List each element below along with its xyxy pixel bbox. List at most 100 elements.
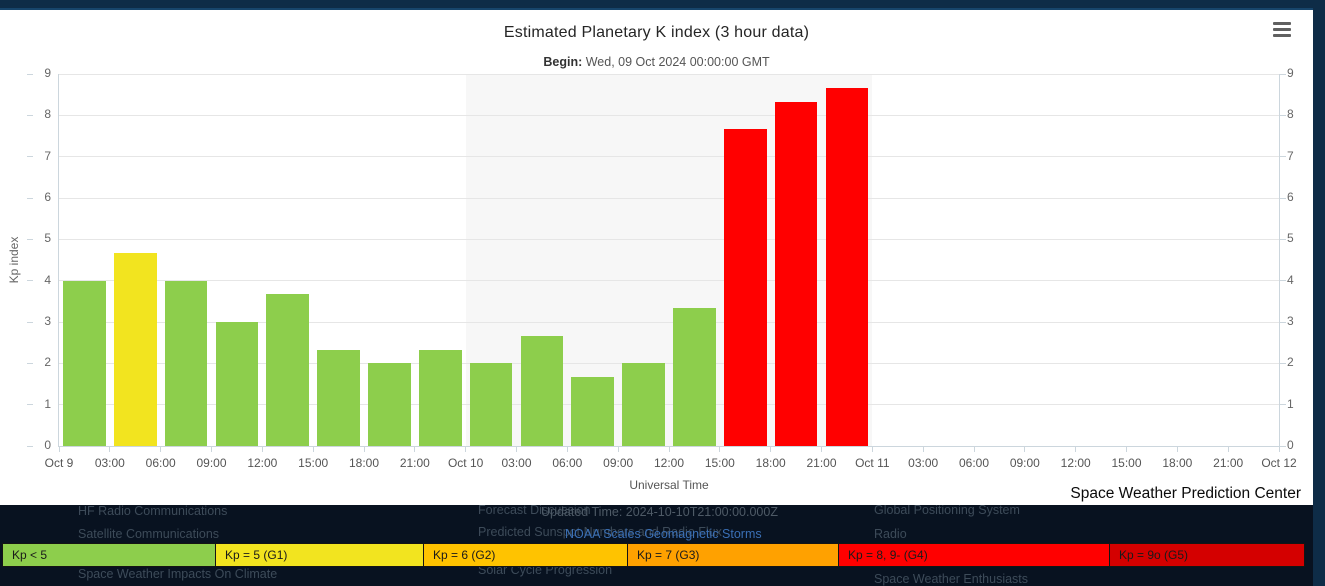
y-axis-tick-mark (1280, 321, 1286, 323)
horizontal-gridline (59, 238, 1279, 240)
kp-bar (571, 376, 615, 446)
x-axis-tick-label: 15:00 (1111, 456, 1142, 470)
x-axis-tick-mark (58, 446, 60, 452)
x-axis-tick-label: 03:00 (94, 456, 125, 470)
y-axis-tick-mark (1280, 197, 1286, 199)
legend-item: Kp = 6 (G2) (423, 543, 628, 567)
kp-bar (723, 128, 767, 446)
x-axis-tick-label: 15:00 (298, 456, 329, 470)
y-axis-tick-mark (27, 238, 33, 240)
horizontal-gridline (59, 156, 1279, 158)
x-axis-tick-label: Oct 10 (447, 456, 484, 470)
x-axis-tick-mark (1075, 446, 1077, 452)
horizontal-gridline (59, 280, 1279, 282)
y-axis-tick-label-right: 2 (1287, 355, 1294, 370)
y-axis-tick-mark (1280, 238, 1286, 240)
footer-link[interactable]: HF Radio Communications (78, 504, 228, 518)
horizontal-gridline (59, 73, 1279, 75)
x-axis-tick-label: 18:00 (755, 456, 786, 470)
x-axis-tick-mark (770, 446, 772, 452)
chart-title: Estimated Planetary K index (3 hour data… (503, 24, 810, 41)
y-axis-tick-mark (27, 280, 33, 282)
y-axis-tick-mark (1280, 404, 1286, 406)
footer-link[interactable]: Global Positioning System (874, 503, 1020, 517)
chart-subtitle-label: Begin: (543, 55, 583, 69)
y-axis-tick-label-right: 0 (1287, 438, 1294, 452)
y-axis-tick-label-left: 1 (44, 396, 51, 411)
y-axis-tick-label-right: 9 (1287, 66, 1294, 80)
footer-link[interactable]: Predicted Sunspot Numbers and Radio Flux (478, 525, 722, 539)
horizontal-gridline (59, 321, 1279, 323)
x-axis-tick-mark (312, 446, 314, 452)
x-axis-title: Universal Time (629, 478, 709, 492)
kp-bar (418, 349, 462, 446)
x-axis-tick-mark (1126, 446, 1127, 452)
kp-bar (266, 294, 310, 446)
x-axis-tick-label: 03:00 (501, 456, 532, 470)
x-axis-tick-label: 21:00 (1213, 456, 1244, 470)
x-axis-tick-mark (871, 446, 873, 452)
horizontal-gridline (59, 362, 1279, 364)
kp-bar (520, 335, 564, 446)
plot-area: Universal Time 0 0 1 1 2 2 3 3 4 4 5 5 6 6 7 7 8 8 9 9 Oct 9… (27, 66, 1297, 492)
x-axis-tick-mark (1227, 446, 1229, 452)
y-axis-tick-mark (27, 445, 33, 447)
footer-link[interactable]: Space Weather Enthusiasts (874, 572, 1029, 586)
footer-link[interactable]: Radio (874, 527, 907, 541)
x-axis-tick-mark (617, 446, 619, 452)
y-axis-tick-label-right: 7 (1287, 148, 1294, 163)
y-axis-tick-mark (27, 114, 33, 116)
x-axis-tick-label: Oct 9 (44, 456, 74, 470)
noaa-scales-geomagnetic-storms-link[interactable]: NOAA Scales Geomagnetic Storms (565, 527, 762, 541)
legend-item: Kp = 9o (G5) (1109, 543, 1305, 567)
x-axis-tick-mark (465, 446, 467, 452)
chart-subtitle-value: Wed, 09 Oct 2024 00:00:00 GMT (585, 55, 770, 69)
x-axis-tick-label: 06:00 (145, 456, 176, 470)
x-axis-tick-mark (1024, 446, 1026, 452)
x-axis-tick-mark (922, 446, 924, 452)
x-axis-tick-mark (516, 446, 517, 452)
kp-bar (317, 349, 360, 446)
x-axis-tick-mark (261, 446, 263, 452)
x-axis-tick-mark (211, 446, 212, 452)
y-axis-tick-label-left: 0 (44, 438, 51, 452)
hamburger-menu-icon[interactable] (1271, 19, 1293, 39)
x-axis-tick-label: 18:00 (1162, 456, 1193, 470)
y-axis-tick-label-right: 6 (1287, 190, 1294, 204)
y-axis-tick-label-left: 9 (44, 66, 51, 80)
y-axis-tick-mark (1280, 73, 1286, 75)
x-axis-tick-label: 03:00 (908, 456, 939, 470)
kp-scale-legend: Kp < 5 Kp = 5 (G1) Kp = 6 (G2) Kp = 7 (G3) K… (2, 543, 1305, 567)
y-axis-tick-mark (27, 362, 33, 364)
x-axis-tick-label: 06:00 (958, 456, 990, 470)
y-axis-tick-mark (27, 404, 33, 406)
x-axis-tick-mark (973, 446, 975, 452)
x-axis-tick-mark (566, 446, 568, 452)
footer-link[interactable]: Satellite Communications (78, 527, 220, 541)
x-axis-tick-label: 09:00 (1009, 456, 1040, 470)
x-axis-tick-mark (821, 446, 822, 452)
x-axis-tick-label: 09:00 (603, 456, 634, 470)
y-axis-tick-label-right: 1 (1287, 396, 1294, 411)
footer-link[interactable]: Forecast Discussion (478, 503, 591, 517)
y-axis-tick-mark (27, 197, 33, 199)
y-axis-tick-label-left: 4 (44, 272, 51, 287)
y-axis-tick-mark (1280, 445, 1286, 447)
x-axis-tick-label: 18:00 (348, 456, 380, 470)
legend-item: Kp = 7 (G3) (627, 543, 839, 567)
x-axis-tick-label: 12:00 (247, 456, 278, 470)
y-axis-tick-mark (1280, 156, 1286, 158)
brand-text: Space Weather Prediction Center (1070, 485, 1301, 502)
x-axis-tick-mark (719, 446, 721, 452)
page-background-strip (1313, 0, 1325, 586)
x-axis-tick-mark (414, 446, 416, 452)
x-axis-tick-label: 12:00 (653, 456, 685, 470)
x-axis-tick-mark (109, 446, 111, 452)
y-axis-tick-mark (1280, 362, 1286, 364)
kp-bar (469, 363, 513, 446)
y-axis-tick-label-right: 4 (1287, 272, 1294, 287)
x-axis-tick-label: Oct 11 (855, 456, 890, 470)
footer-link[interactable]: Space Weather Impacts On Climate (78, 567, 278, 581)
x-axis-tick-label: 12:00 (1060, 456, 1091, 470)
